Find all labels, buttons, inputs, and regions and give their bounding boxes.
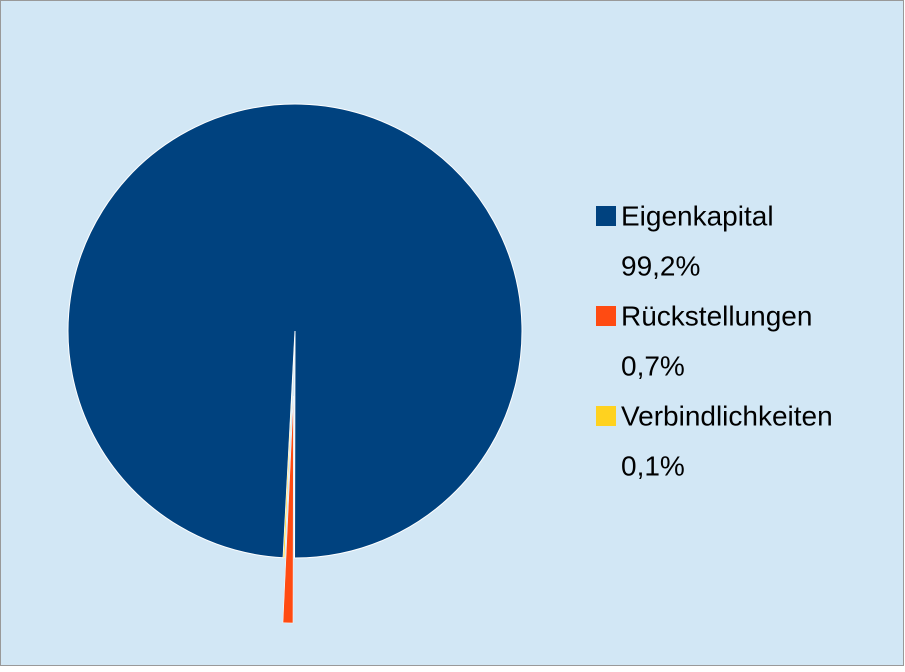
legend-label: Eigenkapital: [621, 200, 774, 231]
value-label: 99,2%: [621, 250, 700, 281]
legend-swatch: [596, 306, 616, 326]
legend-swatch: [596, 206, 616, 226]
legend-swatch: [596, 406, 616, 426]
value-label: 0,7%: [621, 350, 685, 381]
value-label: 0,1%: [621, 450, 685, 481]
legend-label: Rückstellungen: [621, 300, 812, 331]
pie-slice: [282, 330, 296, 559]
legend-label: Verbindlichkeiten: [621, 400, 833, 431]
pie-slice: [282, 395, 294, 624]
